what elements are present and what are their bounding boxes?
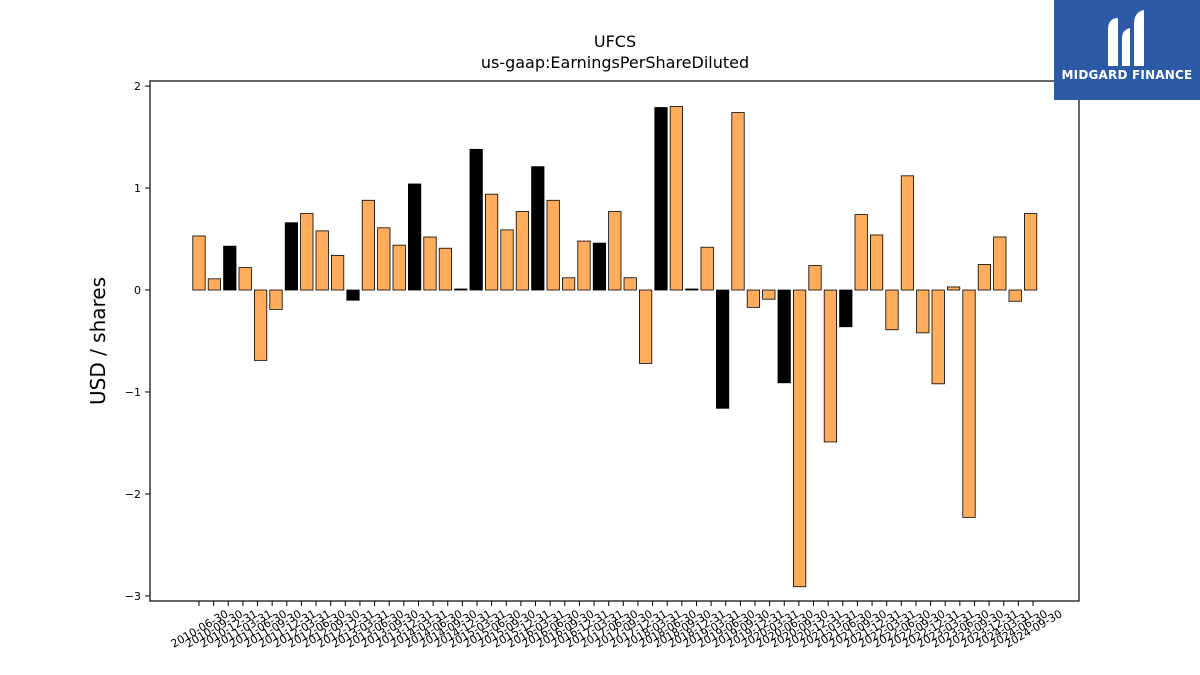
- bar-16: [438, 247, 453, 291]
- bar-22: [531, 166, 545, 291]
- bar-31: [669, 106, 684, 291]
- bar-46: [900, 175, 915, 291]
- bar-7: [300, 213, 314, 291]
- bar-32: [685, 288, 699, 291]
- x-ticks-group: 2010-06-302010-09-302010-12-312011-03-31…: [169, 601, 1065, 651]
- midgard-logo-icon: [1108, 10, 1144, 66]
- bar-14: [407, 183, 422, 291]
- bar-26: [592, 242, 607, 291]
- bar-34: [716, 289, 730, 409]
- bar-17: [454, 288, 468, 291]
- bar-40: [808, 265, 822, 291]
- bar-2: [223, 245, 237, 291]
- bar-49: [947, 286, 961, 291]
- chart-subtitle: us-gaap:EarningsPerShareDiluted: [481, 53, 749, 72]
- bar-54: [1024, 213, 1038, 291]
- chart-title: UFCS: [594, 32, 636, 51]
- bar-10: [346, 289, 360, 301]
- bar-52: [993, 236, 1007, 291]
- bar-53: [1008, 289, 1022, 302]
- y-tick-label: −3: [125, 590, 141, 603]
- bar-13: [392, 244, 406, 291]
- bar-18: [469, 148, 483, 291]
- bar-20: [500, 229, 514, 291]
- bar-19: [484, 193, 499, 291]
- bar-50: [962, 289, 976, 518]
- bar-5: [269, 289, 283, 310]
- plot-frame: [149, 80, 1080, 602]
- bar-27: [608, 211, 622, 291]
- y-tick-label: 0: [134, 284, 141, 297]
- y-tick-label: 1: [134, 182, 141, 195]
- y-tick-label: −2: [125, 488, 141, 501]
- midgard-finance-logo: MIDGARD FINANCE: [1054, 0, 1200, 100]
- y-ticks-group: 2 1 0 −1 −2 −3: [125, 80, 150, 603]
- bar-15: [423, 236, 437, 291]
- bar-42: [839, 289, 853, 328]
- bar-38: [777, 289, 791, 384]
- bar-12: [377, 227, 391, 291]
- y-axis-label: USD / shares: [86, 277, 110, 405]
- bar-9: [330, 254, 345, 291]
- bar-43: [854, 214, 868, 291]
- bar-44: [870, 234, 884, 291]
- bar-45: [885, 289, 899, 331]
- bar-0: [192, 235, 206, 291]
- bar-23: [546, 199, 560, 291]
- bar-8: [315, 230, 329, 291]
- bar-28: [623, 277, 637, 291]
- y-tick-label: 2: [134, 80, 141, 93]
- bar-48: [931, 289, 945, 385]
- bar-47: [916, 289, 930, 334]
- bar-41: [823, 289, 838, 443]
- bar-35: [731, 112, 745, 291]
- bar-39: [793, 289, 807, 588]
- bar-37: [762, 289, 776, 300]
- bar-21: [515, 211, 530, 291]
- bar-51: [977, 264, 992, 291]
- bar-4: [253, 289, 268, 361]
- bar-6: [284, 222, 299, 291]
- bar-30: [654, 107, 668, 291]
- bar-29: [639, 289, 653, 364]
- logo-brand-text: MIDGARD FINANCE: [1061, 68, 1193, 82]
- bar-36: [746, 289, 761, 308]
- bar-1: [207, 278, 221, 291]
- bar-11: [361, 199, 376, 291]
- bars-group: [192, 106, 1038, 588]
- y-tick-label: −1: [125, 386, 141, 399]
- bar-3: [238, 267, 252, 291]
- bar-24: [562, 277, 576, 291]
- bar-33: [700, 246, 714, 291]
- bar-25: [577, 240, 591, 291]
